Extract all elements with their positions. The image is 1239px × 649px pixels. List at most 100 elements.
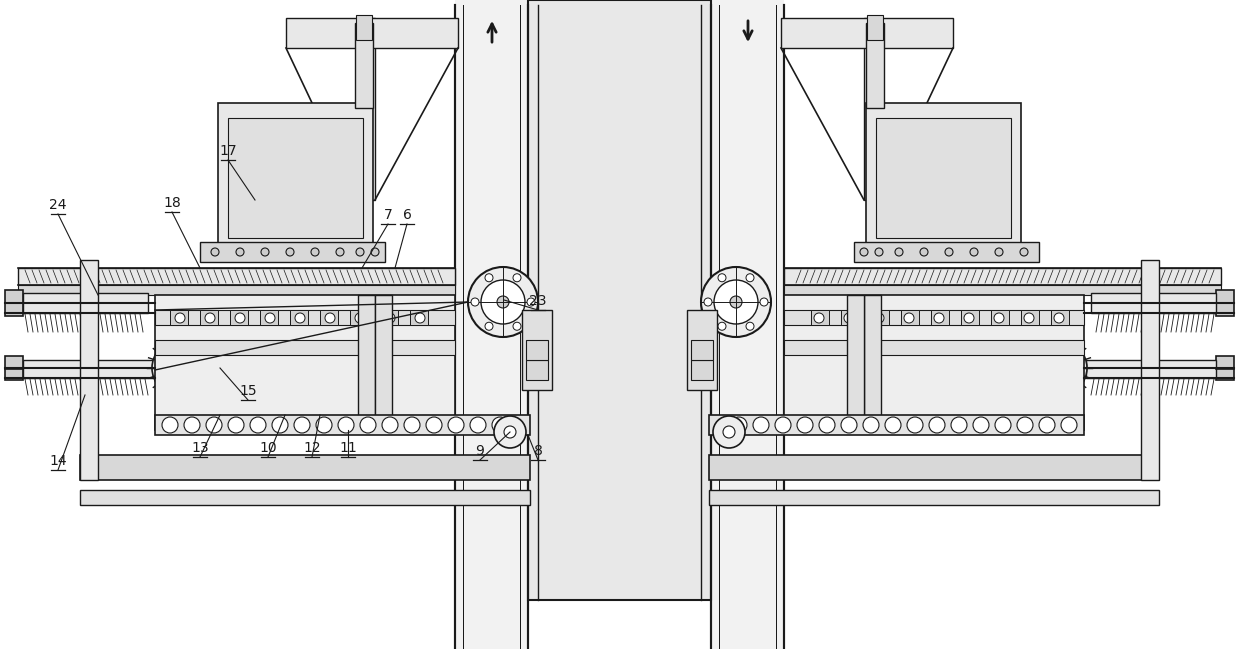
Bar xyxy=(847,295,864,430)
Circle shape xyxy=(449,417,463,433)
Bar xyxy=(691,360,712,380)
Bar xyxy=(81,260,98,480)
Circle shape xyxy=(814,313,824,323)
Text: 15: 15 xyxy=(239,384,256,398)
Circle shape xyxy=(169,356,192,380)
Circle shape xyxy=(895,248,903,256)
Bar xyxy=(290,310,309,325)
Circle shape xyxy=(295,313,305,323)
Bar xyxy=(784,310,1084,325)
Bar xyxy=(155,310,455,325)
Bar xyxy=(1021,310,1040,325)
Circle shape xyxy=(361,417,375,433)
Circle shape xyxy=(873,313,883,323)
Circle shape xyxy=(294,417,310,433)
Bar xyxy=(19,285,455,295)
Circle shape xyxy=(841,417,857,433)
Circle shape xyxy=(921,248,928,256)
Bar xyxy=(527,340,548,360)
Bar xyxy=(866,103,1021,248)
Circle shape xyxy=(995,248,1004,256)
Circle shape xyxy=(250,417,266,433)
Circle shape xyxy=(929,417,945,433)
Circle shape xyxy=(484,274,493,282)
Circle shape xyxy=(717,323,726,330)
Circle shape xyxy=(426,417,442,433)
Text: 18: 18 xyxy=(164,196,181,210)
Bar xyxy=(356,23,373,108)
Circle shape xyxy=(273,417,287,433)
Text: 8: 8 xyxy=(534,444,543,458)
Circle shape xyxy=(494,416,527,448)
Bar xyxy=(901,310,919,325)
Text: 17: 17 xyxy=(219,144,237,158)
Circle shape xyxy=(864,417,878,433)
Bar xyxy=(866,23,883,108)
Bar xyxy=(841,310,859,325)
Circle shape xyxy=(776,417,790,433)
Bar xyxy=(218,103,373,248)
Circle shape xyxy=(404,417,420,433)
Bar xyxy=(155,340,455,355)
Circle shape xyxy=(370,248,379,256)
Circle shape xyxy=(185,417,199,433)
Circle shape xyxy=(470,417,486,433)
Bar xyxy=(784,295,1084,430)
Bar xyxy=(1215,356,1234,380)
Text: 12: 12 xyxy=(304,441,321,455)
Bar xyxy=(24,293,147,313)
Bar xyxy=(81,490,530,505)
Bar xyxy=(199,242,385,262)
Circle shape xyxy=(746,323,755,330)
Circle shape xyxy=(311,248,318,256)
Bar xyxy=(19,268,455,285)
Circle shape xyxy=(973,417,989,433)
Bar xyxy=(930,310,949,325)
Circle shape xyxy=(1054,313,1064,323)
Bar xyxy=(228,118,363,238)
Text: 11: 11 xyxy=(339,441,357,455)
Bar xyxy=(375,295,392,430)
Circle shape xyxy=(964,313,974,323)
Circle shape xyxy=(797,417,813,433)
Text: 23: 23 xyxy=(529,294,546,308)
Bar xyxy=(1087,360,1215,378)
Circle shape xyxy=(844,313,854,323)
Circle shape xyxy=(907,417,923,433)
Bar xyxy=(24,360,152,378)
Circle shape xyxy=(338,417,354,433)
Bar xyxy=(784,340,1084,355)
Bar xyxy=(260,310,278,325)
Bar xyxy=(155,295,455,430)
Circle shape xyxy=(724,426,735,438)
Bar xyxy=(155,415,530,435)
Bar xyxy=(528,0,711,600)
Circle shape xyxy=(235,248,244,256)
Circle shape xyxy=(228,417,244,433)
Circle shape xyxy=(513,274,522,282)
Circle shape xyxy=(468,267,538,337)
Bar xyxy=(864,295,881,430)
Circle shape xyxy=(356,248,364,256)
Bar xyxy=(686,310,717,390)
Circle shape xyxy=(382,417,398,433)
Circle shape xyxy=(1061,417,1077,433)
Bar xyxy=(199,310,218,325)
Circle shape xyxy=(760,298,768,306)
Bar xyxy=(358,295,375,430)
Circle shape xyxy=(206,417,222,433)
Circle shape xyxy=(261,248,269,256)
Bar xyxy=(784,285,1220,295)
Bar xyxy=(709,490,1158,505)
Bar xyxy=(709,415,1084,435)
Bar xyxy=(5,290,24,316)
Bar xyxy=(286,18,458,48)
Circle shape xyxy=(265,313,275,323)
Bar xyxy=(876,118,1011,238)
Circle shape xyxy=(1017,417,1033,433)
Circle shape xyxy=(175,313,185,323)
Bar xyxy=(812,310,829,325)
Circle shape xyxy=(204,313,216,323)
Bar xyxy=(867,15,883,40)
Circle shape xyxy=(753,417,769,433)
